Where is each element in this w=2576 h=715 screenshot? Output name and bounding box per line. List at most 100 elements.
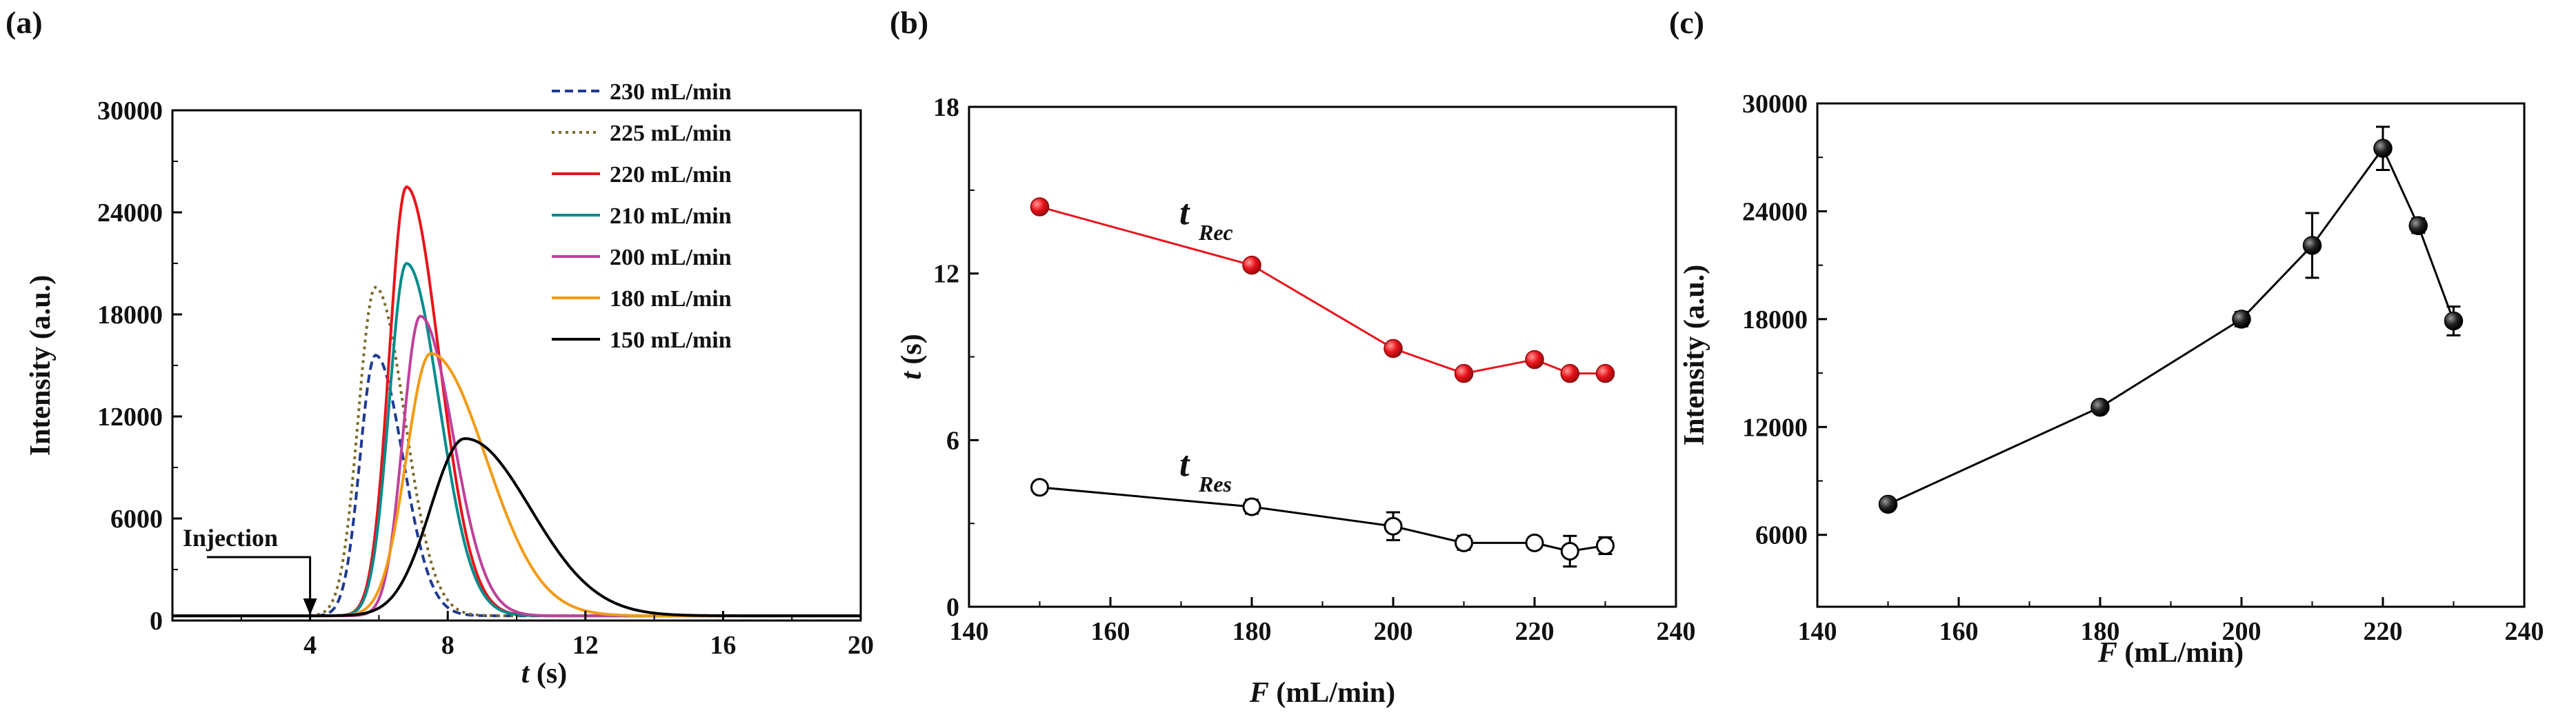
y-axis-unit: (s): [896, 334, 928, 372]
data-point-intensity: [2302, 236, 2322, 255]
y-axis-title: Intensity (a.u.): [1679, 265, 1710, 446]
panel-b-label: (b): [890, 5, 928, 40]
injection-arrow-line: [207, 556, 312, 607]
series-label-rec-sub: Rec: [1198, 220, 1233, 245]
panel-b-chart: (b) 140 160 180 200 220 240 0 6 12 18 F (mL/min) t …: [890, 5, 1696, 709]
data-point-res: [1242, 497, 1261, 516]
x-tick-label: 8: [441, 631, 455, 660]
data-point-intensity: [2444, 311, 2464, 331]
x-axis-var: t: [521, 658, 530, 689]
panel-b-axes: 140 160 180 200 220 240 0 6 12 18 F (mL/min) t (s): [896, 93, 1696, 709]
x-axis-title: F (mL/min): [1249, 677, 1395, 709]
x-axis-title: F (mL/min): [2097, 637, 2244, 669]
x-axis-title: t (s): [521, 658, 568, 689]
injection-label: Injection: [183, 524, 278, 552]
y-tick-label: 0: [946, 593, 959, 622]
data-point-res: [1560, 541, 1579, 561]
data-point-intensity: [1878, 494, 1898, 514]
x-tick-label: 200: [2222, 617, 2262, 646]
y-axis-title: t (s): [896, 334, 928, 380]
x-tick-label: 240: [1657, 617, 1696, 646]
y-tick-label: 0: [150, 607, 163, 636]
legend-entry: 220 mL/min: [610, 162, 732, 188]
panel-c-label: (c): [1669, 5, 1704, 40]
y-tick-label: 24000: [1742, 197, 1808, 226]
legend-entry: 210 mL/min: [610, 203, 732, 229]
x-tick-label: 140: [1798, 617, 1837, 646]
x-tick-label: 160: [1939, 617, 1979, 646]
y-tick-label: 30000: [1742, 90, 1808, 119]
y-tick-label: 18000: [1742, 305, 1808, 334]
data-point-intensity: [2373, 139, 2393, 158]
series-label-res-main: t: [1179, 445, 1190, 484]
data-point-res: [1525, 533, 1544, 552]
legend-entry: 150 mL/min: [610, 328, 732, 353]
legend-entry: 230 mL/min: [610, 79, 732, 105]
plot-frame: [1816, 102, 2526, 608]
data-point-rec: [1525, 350, 1544, 370]
y-tick-label: 30000: [97, 97, 163, 125]
legend-entry: 200 mL/min: [610, 245, 732, 270]
y-tick-label: 6000: [1755, 521, 1808, 550]
x-tick-label: 160: [1091, 617, 1130, 646]
series-label-rec-main: t: [1179, 193, 1190, 232]
x-tick-label: 220: [1515, 617, 1555, 646]
y-tick-label: 18: [933, 93, 959, 122]
panel-c-axes: 140 160 180 200 220 240 6000 12000 18000 24000 300…: [1679, 90, 2544, 669]
data-point-intensity: [2232, 310, 2251, 329]
series-line-res: [1039, 486, 1606, 552]
series-line-225: [172, 285, 861, 618]
x-tick-label: 16: [710, 631, 736, 660]
injection-arrow-head: [303, 598, 317, 615]
x-tick-label: 180: [1232, 617, 1272, 646]
panel-c-series: [1878, 125, 2464, 514]
plot-frame: [968, 105, 1677, 608]
x-axis-unit: (mL/min): [1269, 677, 1395, 709]
y-tick-label: 6000: [110, 505, 163, 534]
x-axis-unit: (s): [529, 658, 567, 689]
series-line-rec: [1039, 205, 1606, 375]
panel-a-chart: (a) 4 8 12 16 20 0 6000 12000 18000 24000 30000 t (…: [6, 5, 874, 689]
data-point-rec: [1595, 363, 1615, 383]
series-line-210: [172, 261, 861, 618]
series-label-rec: t Rec: [1179, 193, 1233, 245]
series-label-res: t Res: [1179, 445, 1232, 496]
data-point-rec: [1454, 363, 1474, 383]
y-tick-label: 24000: [97, 199, 163, 228]
panel-a-injection-annotation: Injection: [183, 524, 317, 615]
x-tick-label: 20: [848, 631, 874, 660]
x-tick-label: 4: [303, 631, 317, 660]
series-line-200: [172, 314, 861, 618]
data-point-res: [1596, 536, 1615, 555]
x-tick-label: 12: [572, 631, 599, 660]
data-point-intensity: [2090, 397, 2110, 417]
data-point-res: [1030, 478, 1049, 497]
y-tick-label: 12: [933, 260, 959, 289]
data-point-rec: [1560, 363, 1579, 383]
panel-a-legend: 230 mL/min 225 mL/min 220 mL/min 210 mL/min…: [552, 79, 732, 353]
y-axis-var: t: [896, 371, 928, 380]
data-point-rec: [1242, 255, 1261, 275]
series-label-res-sub: Res: [1198, 472, 1232, 496]
panel-c-chart: (c) 140 160 180 200 220 240 6000 12000 18000 2400…: [1669, 5, 2544, 669]
x-axis-var: F: [1249, 677, 1269, 709]
x-tick-label: 140: [950, 617, 989, 646]
data-point-rec: [1030, 197, 1050, 216]
panel-a-series: [172, 185, 861, 618]
data-point-intensity: [2408, 216, 2428, 236]
panel-a-axes: 4 8 12 16 20 0 6000 12000 18000 24000 30000 t (s) In…: [25, 97, 874, 689]
series-line-intensity: [1887, 146, 2455, 505]
y-tick-label: 12000: [1742, 413, 1808, 442]
x-tick-label: 180: [2081, 617, 2120, 646]
data-point-res: [1384, 516, 1403, 536]
legend-entry: 225 mL/min: [610, 121, 732, 146]
y-tick-label: 6: [946, 426, 959, 455]
series-line-150: [172, 437, 861, 618]
y-tick-label: 18000: [97, 301, 163, 330]
y-axis-title: Intensity (a.u.): [25, 275, 57, 456]
x-tick-label: 220: [2364, 617, 2403, 646]
panel-a-label: (a): [6, 5, 43, 40]
data-point-res: [1455, 533, 1473, 552]
